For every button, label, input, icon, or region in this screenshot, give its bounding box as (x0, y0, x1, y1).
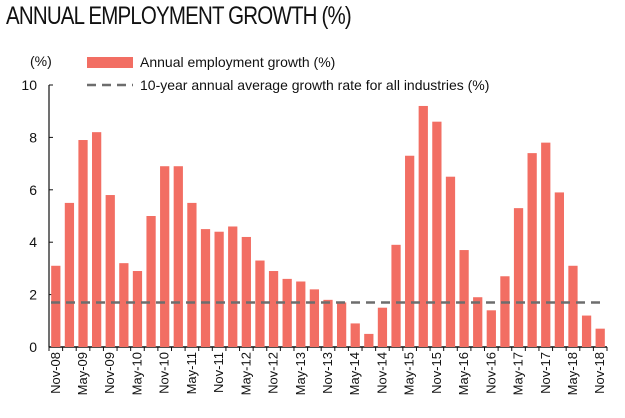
bar (309, 289, 320, 347)
x-tick-label: Nov-12 (266, 352, 281, 394)
bar (268, 271, 279, 347)
y-tick-label: 6 (29, 182, 37, 198)
bar (595, 328, 605, 347)
bar (377, 307, 388, 347)
bar (432, 121, 442, 348)
y-tick-label: 0 (29, 339, 37, 355)
bar (336, 302, 347, 347)
bar (568, 265, 578, 347)
x-tick-label: May-15 (402, 352, 417, 395)
bar (200, 229, 211, 347)
x-tick-label: Nov-09 (102, 352, 117, 394)
y-axis-label: (%) (30, 53, 52, 69)
y-tick-label: 8 (29, 129, 37, 145)
bar (418, 105, 428, 348)
x-tick-label: May-11 (184, 352, 199, 394)
bar (527, 153, 537, 347)
x-tick-label: Nov-14 (374, 352, 389, 394)
x-tick-label: May-12 (238, 352, 253, 395)
legend-swatch-bar (87, 57, 133, 68)
y-tick-label: 4 (29, 234, 37, 250)
bar (119, 263, 129, 347)
bar (214, 231, 224, 347)
x-tick-label: Nov-08 (48, 352, 63, 394)
bar (445, 176, 456, 347)
x-tick-label: May-09 (75, 352, 90, 395)
x-tick-label: May-10 (129, 352, 144, 395)
x-tick-label: May-17 (511, 352, 526, 395)
bar (173, 166, 183, 347)
bar (51, 265, 61, 347)
bar (105, 195, 115, 347)
bar (473, 297, 483, 347)
y-tick-label: 10 (21, 77, 37, 93)
bar (541, 142, 551, 347)
bar (187, 202, 197, 347)
bar (160, 166, 170, 347)
bar (132, 271, 143, 347)
x-tick-label: Nov-10 (157, 352, 172, 394)
x-tick-label: Nov-15 (429, 352, 444, 394)
bar (146, 216, 156, 347)
bar (241, 236, 251, 347)
x-tick-label: Nov-18 (592, 352, 607, 394)
bar (486, 310, 496, 347)
legend-label-bar: Annual employment growth (%) (140, 54, 335, 70)
chart-title: ANNUAL EMPLOYMENT GROWTH (%) (6, 2, 352, 30)
bar (405, 155, 415, 347)
bar (391, 244, 401, 347)
x-tick-label: Nov-17 (538, 352, 553, 394)
bar (500, 276, 510, 347)
x-tick-label: Nov-16 (483, 352, 498, 394)
bar (459, 250, 469, 347)
y-tick-label: 2 (29, 287, 37, 303)
x-tick-label: May-16 (456, 352, 471, 395)
x-tick-label: Nov-13 (320, 352, 335, 394)
bar (364, 333, 374, 347)
x-tick-label: May-18 (565, 352, 580, 395)
bar (282, 278, 292, 347)
bar (64, 202, 75, 347)
bar (296, 281, 306, 347)
legend-label-line: 10-year annual average growth rate for a… (140, 77, 489, 93)
bar (255, 260, 265, 347)
bar (350, 323, 360, 347)
x-tick-label: Nov-11 (211, 352, 226, 393)
x-tick-label: May-13 (293, 352, 308, 395)
bar (581, 315, 592, 347)
bar (228, 226, 238, 347)
bar (513, 208, 524, 347)
bar (78, 140, 88, 347)
bar (554, 192, 564, 347)
x-tick-label: May-14 (347, 352, 362, 395)
bar (92, 132, 102, 347)
bar (323, 299, 333, 347)
